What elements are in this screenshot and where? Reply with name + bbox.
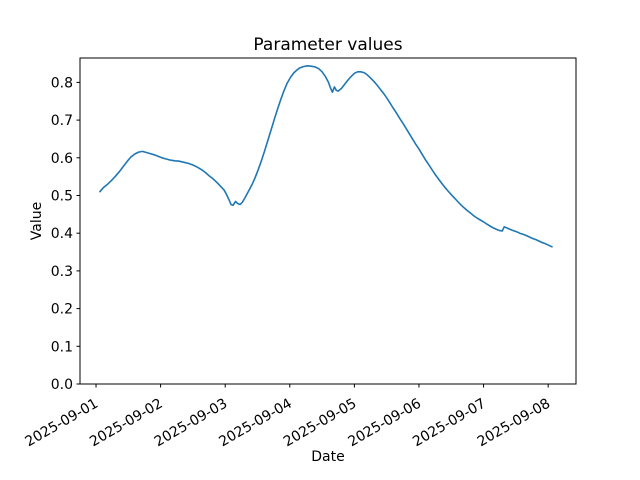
x-axis-label: Date bbox=[311, 449, 344, 465]
y-axis-label: Value bbox=[29, 202, 45, 240]
y-tick-label: 0.5 bbox=[51, 188, 73, 204]
line-series bbox=[99, 65, 553, 248]
y-tick-label: 0.8 bbox=[51, 75, 73, 91]
y-tick-label: 0.3 bbox=[51, 264, 73, 280]
x-tick-label: 2025-09-02 bbox=[87, 396, 165, 451]
y-axis-ticks: 0.0 0.1 0.2 0.3 0.4 0.5 0.6 0.7 0.8 bbox=[51, 75, 80, 393]
x-tick-label: 2025-09-08 bbox=[475, 396, 553, 451]
x-tick-label: 2025-09-07 bbox=[410, 396, 488, 451]
x-axis-ticks: 2025-09-012025-09-022025-09-032025-09-04… bbox=[23, 384, 553, 451]
x-tick-label: 2025-09-01 bbox=[23, 396, 101, 451]
y-tick-label: 0.7 bbox=[51, 113, 73, 129]
x-tick-label: 2025-09-03 bbox=[152, 396, 230, 451]
chart-title: Parameter values bbox=[253, 35, 402, 55]
plot-area bbox=[79, 57, 577, 385]
y-tick-label: 0.6 bbox=[51, 151, 73, 167]
y-tick-label: 0.2 bbox=[51, 302, 73, 318]
x-tick-label: 2025-09-05 bbox=[281, 396, 359, 451]
y-tick-label: 0.0 bbox=[51, 377, 73, 393]
y-tick-label: 0.4 bbox=[51, 226, 73, 242]
y-tick-label: 0.1 bbox=[51, 339, 73, 355]
